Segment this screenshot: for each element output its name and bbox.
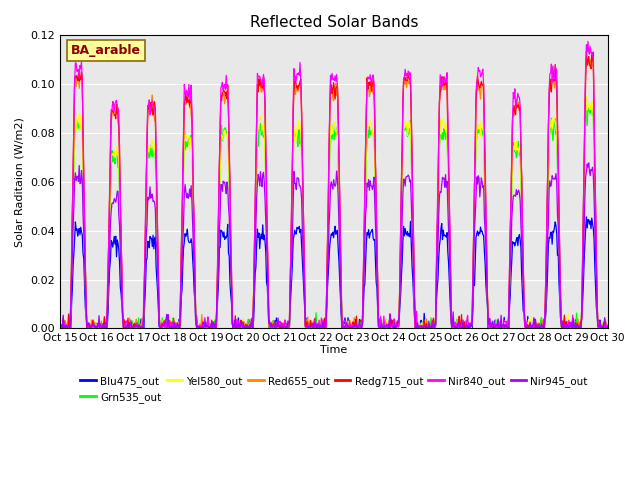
- Nir840_out: [56, 325, 64, 331]
- Title: Reflected Solar Bands: Reflected Solar Bands: [250, 15, 418, 30]
- Redg715_out: [582, 48, 590, 54]
- Nir840_out: [417, 325, 425, 331]
- Blu475_out: [582, 214, 590, 220]
- Blu475_out: [178, 287, 186, 292]
- Yel580_out: [207, 324, 215, 330]
- Nir945_out: [123, 325, 131, 331]
- Nir945_out: [178, 265, 186, 271]
- Red655_out: [417, 323, 425, 329]
- Nir945_out: [585, 160, 593, 166]
- Blu475_out: [66, 324, 74, 330]
- Red655_out: [56, 325, 64, 331]
- Nir945_out: [417, 323, 424, 329]
- Redg715_out: [401, 76, 408, 82]
- Red655_out: [401, 81, 409, 87]
- Red655_out: [123, 324, 131, 330]
- Redg715_out: [422, 325, 429, 331]
- Y-axis label: Solar Raditaion (W/m2): Solar Raditaion (W/m2): [15, 117, 25, 247]
- Nir840_out: [123, 318, 131, 324]
- Nir945_out: [602, 325, 609, 331]
- Line: Nir840_out: Nir840_out: [60, 41, 608, 328]
- Grn535_out: [100, 325, 108, 331]
- Yel580_out: [401, 118, 409, 124]
- Red655_out: [179, 185, 187, 191]
- Yel580_out: [66, 324, 74, 329]
- Nir840_out: [604, 324, 612, 329]
- Nir840_out: [401, 66, 409, 72]
- Line: Blu475_out: Blu475_out: [60, 217, 608, 328]
- Blu475_out: [123, 325, 131, 331]
- Grn535_out: [587, 103, 595, 108]
- Legend: Blu475_out, Grn535_out, Yel580_out, Red655_out, Redg715_out, Nir840_out, Nir945_: Blu475_out, Grn535_out, Yel580_out, Red6…: [76, 372, 592, 407]
- Redg715_out: [207, 324, 215, 330]
- Redg715_out: [178, 215, 186, 221]
- Red655_out: [604, 325, 612, 331]
- Line: Red655_out: Red655_out: [60, 57, 608, 328]
- Yel580_out: [234, 325, 241, 331]
- Nir840_out: [66, 325, 74, 331]
- Blu475_out: [207, 324, 215, 330]
- Nir945_out: [207, 323, 215, 328]
- Grn535_out: [66, 324, 74, 330]
- X-axis label: Time: Time: [321, 345, 348, 355]
- Grn535_out: [124, 324, 131, 330]
- Yel580_out: [123, 324, 131, 330]
- Blu475_out: [417, 319, 424, 324]
- Red655_out: [66, 325, 74, 331]
- Nir840_out: [178, 218, 186, 224]
- Nir840_out: [207, 324, 215, 329]
- Yel580_out: [582, 93, 590, 99]
- Yel580_out: [56, 312, 64, 318]
- Grn535_out: [56, 325, 64, 331]
- Blu475_out: [56, 325, 64, 331]
- Line: Grn535_out: Grn535_out: [60, 106, 608, 328]
- Red655_out: [208, 322, 216, 328]
- Nir945_out: [66, 324, 74, 330]
- Line: Redg715_out: Redg715_out: [60, 51, 608, 328]
- Redg715_out: [123, 324, 131, 330]
- Blu475_out: [401, 233, 408, 239]
- Red655_out: [157, 325, 165, 331]
- Nir945_out: [604, 324, 612, 330]
- Line: Yel580_out: Yel580_out: [60, 96, 608, 328]
- Line: Nir945_out: Nir945_out: [60, 163, 608, 328]
- Nir945_out: [401, 177, 408, 182]
- Red655_out: [582, 54, 590, 60]
- Grn535_out: [604, 325, 612, 331]
- Redg715_out: [417, 324, 424, 329]
- Blu475_out: [604, 324, 612, 329]
- Grn535_out: [417, 325, 425, 331]
- Grn535_out: [179, 201, 187, 207]
- Text: BA_arable: BA_arable: [71, 44, 141, 57]
- Grn535_out: [401, 126, 409, 132]
- Grn535_out: [208, 324, 216, 329]
- Nir840_out: [376, 325, 384, 331]
- Redg715_out: [56, 325, 64, 331]
- Nir840_out: [584, 38, 592, 44]
- Yel580_out: [417, 324, 425, 330]
- Redg715_out: [604, 323, 612, 329]
- Nir945_out: [56, 323, 64, 329]
- Blu475_out: [505, 325, 513, 331]
- Yel580_out: [178, 224, 186, 230]
- Redg715_out: [66, 325, 74, 331]
- Yel580_out: [604, 325, 612, 331]
